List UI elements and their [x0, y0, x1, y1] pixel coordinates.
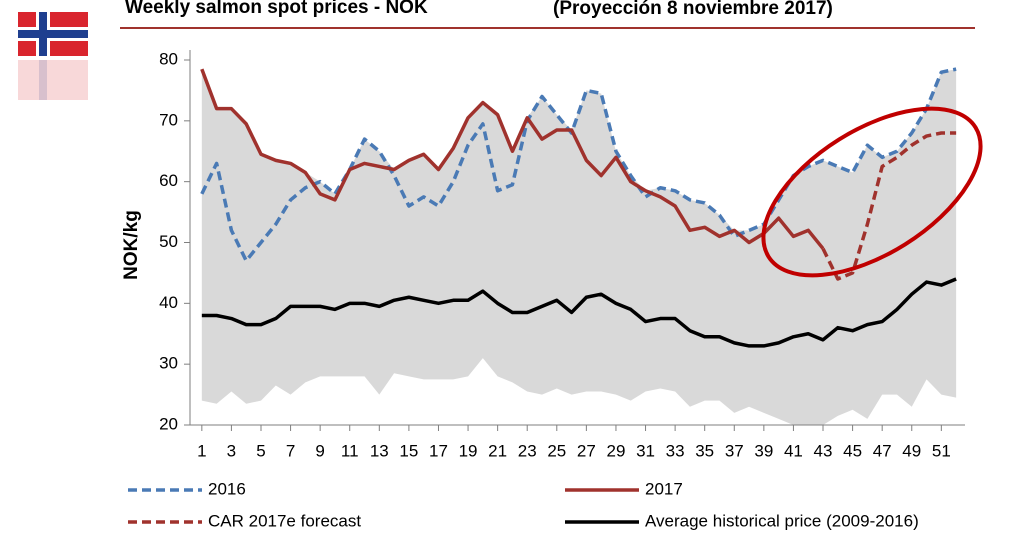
x-tick-label: 5: [256, 441, 265, 460]
y-tick-label: 50: [159, 232, 178, 251]
legend-label: 2017: [645, 479, 683, 498]
series-line: [200, 67, 957, 263]
legend-label: 2016: [208, 479, 246, 498]
x-tick-label: 51: [932, 441, 951, 460]
y-tick-label: 80: [159, 49, 178, 68]
legend-label: Average historical price (2009-2016): [645, 511, 919, 530]
x-tick-label: 19: [459, 441, 478, 460]
highlight-ellipse: [761, 106, 983, 278]
x-tick-label: 49: [902, 441, 921, 460]
range-band: [201, 69, 957, 425]
x-tick-label: 29: [606, 441, 625, 460]
x-tick-label: 1: [197, 441, 206, 460]
x-tick-label: 7: [286, 441, 295, 460]
x-tick-label: 41: [784, 441, 803, 460]
x-tick-label: 23: [518, 441, 537, 460]
x-tick-label: 43: [814, 441, 833, 460]
y-tick-label: 30: [159, 354, 178, 373]
series-line: [201, 277, 957, 348]
x-tick-label: 39: [754, 441, 773, 460]
x-tick-label: 17: [429, 441, 448, 460]
legend-label: CAR 2017e forecast: [208, 511, 361, 530]
chart-subtitle: (Proyección 8 noviembre 2017): [553, 0, 833, 19]
x-tick-label: 27: [577, 441, 596, 460]
series-line: [200, 68, 825, 250]
x-tick-label: 9: [315, 441, 324, 460]
y-axis-label: NOK/kg: [121, 210, 142, 280]
x-tick-label: 35: [695, 441, 714, 460]
plot-area: [200, 67, 957, 425]
y-tick-label: 70: [159, 110, 178, 129]
y-tick-label: 20: [159, 414, 178, 433]
norway-flag: [18, 12, 88, 100]
x-tick-label: 25: [547, 441, 566, 460]
chart-title: Weekly salmon spot prices - NOK: [125, 0, 428, 18]
y-tick-label: 60: [159, 171, 178, 190]
x-tick-label: 45: [843, 441, 862, 460]
x-tick-label: 47: [873, 441, 892, 460]
x-tick-label: 3: [227, 441, 236, 460]
x-tick-label: 37: [725, 441, 744, 460]
x-tick-label: 13: [370, 441, 389, 460]
x-tick-label: 33: [666, 441, 685, 460]
x-tick-label: 31: [636, 441, 655, 460]
series-line: [821, 131, 957, 281]
y-tick-label: 40: [159, 293, 178, 312]
x-tick-label: 15: [399, 441, 418, 460]
x-tick-label: 21: [488, 441, 507, 460]
x-tick-label: 11: [341, 441, 359, 460]
